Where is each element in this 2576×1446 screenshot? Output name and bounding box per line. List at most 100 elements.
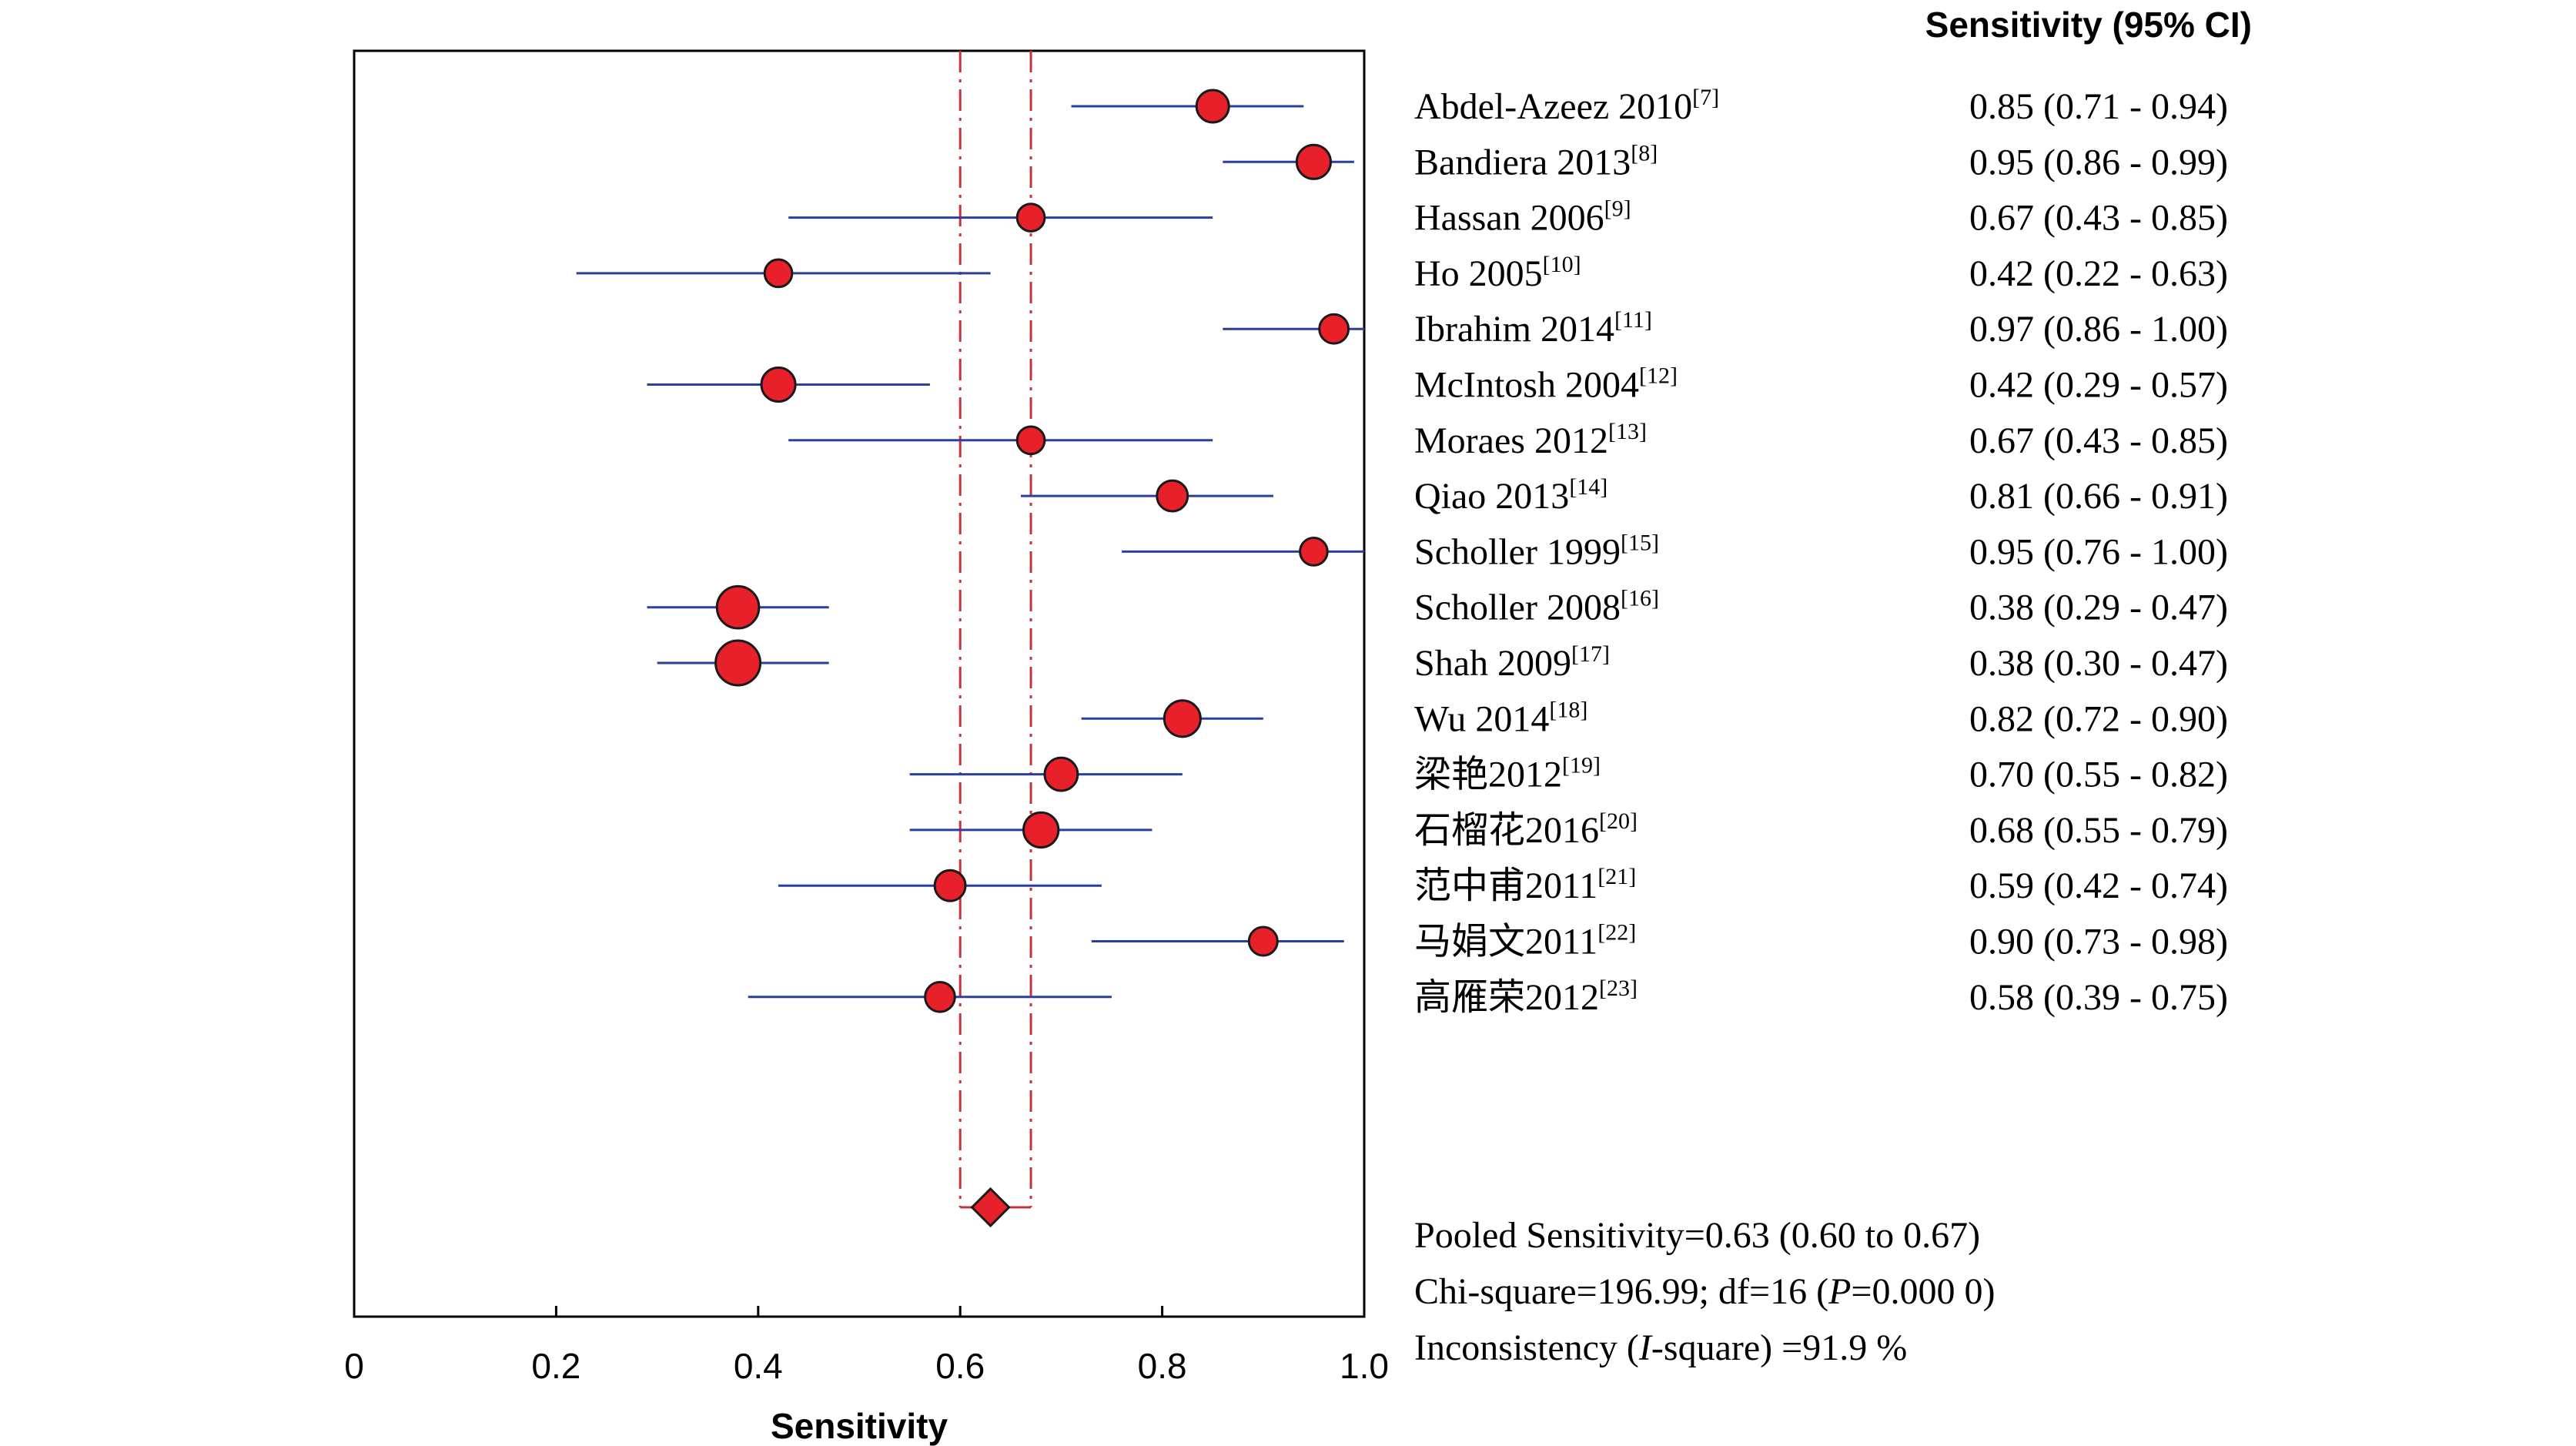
study-label: Hassan 2006[9] — [1414, 196, 1631, 239]
study-name: 梁艳2012 — [1414, 755, 1562, 795]
study-point — [924, 980, 956, 1013]
study-ref: [20] — [1599, 808, 1638, 834]
study-name: Scholler 1999 — [1414, 531, 1621, 572]
study-ref: [19] — [1562, 753, 1601, 778]
study-name: 范中甫2011 — [1414, 865, 1597, 906]
study-ref: [22] — [1597, 920, 1636, 946]
plot-frame — [353, 49, 1366, 1318]
study-label: McIntosh 2004[12] — [1414, 363, 1678, 406]
study-point — [1043, 756, 1079, 792]
study-label: 马娟文2011[22] — [1414, 920, 1636, 962]
column-header: Sensitivity (95% CI) — [1925, 5, 2252, 45]
study-labels: Abdel-Azeez 2010[7] 0.85 (0.71 - 0.94) Ban… — [1414, 85, 2228, 1018]
study-name: McIntosh 2004 — [1414, 365, 1639, 406]
study-name: Ibrahim 2014 — [1414, 309, 1614, 350]
study-label: Qiao 2013[14] — [1414, 474, 1607, 517]
study-name: Scholler 2008 — [1414, 587, 1621, 628]
x-tick-label: 0 — [344, 1346, 364, 1386]
study-ci-value: 0.67 (0.43 - 0.85) — [1969, 420, 2228, 461]
study-label: Bandiera 2013[8] — [1414, 140, 1658, 182]
study-ref: [7] — [1692, 85, 1719, 110]
summary-inconsistency-part: -square) =91.9 % — [1651, 1327, 1907, 1368]
study-label: 梁艳2012[19] — [1414, 753, 1601, 795]
study-point — [933, 869, 967, 902]
study-point — [1195, 89, 1230, 124]
study-label: Wu 2014[18] — [1414, 697, 1587, 739]
study-label: Ho 2005[10] — [1414, 252, 1581, 294]
study-ci-value: 0.59 (0.42 - 0.74) — [1969, 865, 2228, 906]
x-tick-label: 0.8 — [1138, 1346, 1187, 1386]
x-axis: 0 0.2 0.4 0.6 0.8 1.0 — [344, 1306, 1389, 1386]
summary-chi-square-part: =0.000 0) — [1851, 1271, 1995, 1312]
study-label: 高雁荣2012[23] — [1414, 976, 1638, 1018]
study-name: Qiao 2013 — [1414, 476, 1569, 517]
study-ci-value: 0.42 (0.29 - 0.57) — [1969, 365, 2228, 406]
study-ci-value: 0.90 (0.73 - 0.98) — [1969, 922, 2228, 962]
study-ref: [9] — [1604, 196, 1631, 222]
study-name: Ho 2005 — [1414, 253, 1543, 294]
x-tick-label: 0.4 — [734, 1346, 783, 1386]
study-point — [1299, 537, 1329, 567]
study-point — [714, 639, 762, 687]
x-tick-label: 0.6 — [935, 1346, 985, 1386]
study-label: Moraes 2012[13] — [1414, 419, 1647, 461]
study-name: Wu 2014 — [1414, 698, 1549, 739]
summary-chi-square-part: P — [1828, 1271, 1851, 1312]
study-point — [715, 584, 761, 630]
study-point — [1022, 811, 1060, 849]
study-ci-value: 0.38 (0.29 - 0.47) — [1969, 587, 2228, 628]
study-point — [1295, 143, 1332, 180]
study-point — [1156, 479, 1189, 513]
summary-inconsistency: Inconsistency (I-square) =91.9 % — [1414, 1327, 1907, 1368]
study-ref: [12] — [1639, 363, 1678, 389]
study-point — [1015, 425, 1046, 456]
x-tick-label: 0.2 — [531, 1346, 580, 1386]
study-ci-value: 0.82 (0.72 - 0.90) — [1969, 698, 2228, 739]
study-ref: [11] — [1614, 307, 1652, 333]
study-point — [1318, 313, 1350, 345]
study-label: 范中甫2011[21] — [1414, 864, 1636, 906]
study-ci-value: 0.38 (0.30 - 0.47) — [1969, 643, 2228, 684]
study-ref: [17] — [1571, 641, 1610, 667]
study-ref: [8] — [1631, 140, 1658, 166]
study-name: 高雁荣2012 — [1414, 977, 1599, 1018]
study-name: Abdel-Azeez 2010 — [1414, 86, 1692, 127]
study-ci-value: 0.58 (0.39 - 0.75) — [1969, 977, 2228, 1018]
summary-chi-square: Chi-square=196.99; df=16 (P=0.000 0) — [1414, 1271, 1995, 1312]
study-ref: [13] — [1608, 419, 1647, 444]
study-label: Shah 2009[17] — [1414, 641, 1610, 684]
study-name: Bandiera 2013 — [1414, 142, 1631, 182]
study-label: Abdel-Azeez 2010[7] — [1414, 85, 1719, 127]
study-ci-value: 0.42 (0.22 - 0.63) — [1969, 253, 2228, 294]
study-ref: [15] — [1621, 530, 1659, 555]
study-ci-value: 0.85 (0.71 - 0.94) — [1969, 86, 2228, 127]
study-label: Scholler 2008[16] — [1414, 586, 1659, 628]
pooled-diamond — [970, 1187, 1011, 1228]
pooled-estimate — [960, 1187, 1032, 1228]
study-point — [1247, 926, 1279, 957]
study-ref: [10] — [1543, 252, 1581, 277]
study-ci-value: 0.68 (0.55 - 0.79) — [1969, 810, 2228, 851]
study-label: Scholler 1999[15] — [1414, 530, 1659, 572]
study-point — [763, 258, 794, 289]
pooled-ci-lines — [958, 51, 1032, 1207]
study-ref: [16] — [1621, 586, 1659, 611]
summary-inconsistency-part: Inconsistency ( — [1414, 1327, 1639, 1368]
summary-statistics: Pooled Sensitivity=0.63 (0.60 to 0.67) Ch… — [1414, 1215, 1995, 1368]
study-ci-value: 0.70 (0.55 - 0.82) — [1969, 755, 2228, 795]
x-tick-label: 1.0 — [1340, 1346, 1389, 1386]
study-label: 石榴花2016[20] — [1414, 808, 1638, 851]
x-axis-label: Sensitivity — [771, 1406, 948, 1446]
study-ref: [21] — [1597, 864, 1636, 889]
study-name: Shah 2009 — [1414, 643, 1571, 684]
study-marks — [576, 89, 1364, 1013]
study-ref: [23] — [1599, 976, 1638, 1001]
study-ref: [14] — [1569, 474, 1607, 500]
study-ci-value: 0.95 (0.86 - 0.99) — [1969, 142, 2228, 182]
study-ci-value: 0.95 (0.76 - 1.00) — [1969, 531, 2228, 572]
study-point — [760, 366, 797, 403]
summary-inconsistency-part: I — [1638, 1327, 1653, 1368]
study-point — [1163, 699, 1202, 738]
study-ci-value: 0.67 (0.43 - 0.85) — [1969, 198, 2228, 239]
